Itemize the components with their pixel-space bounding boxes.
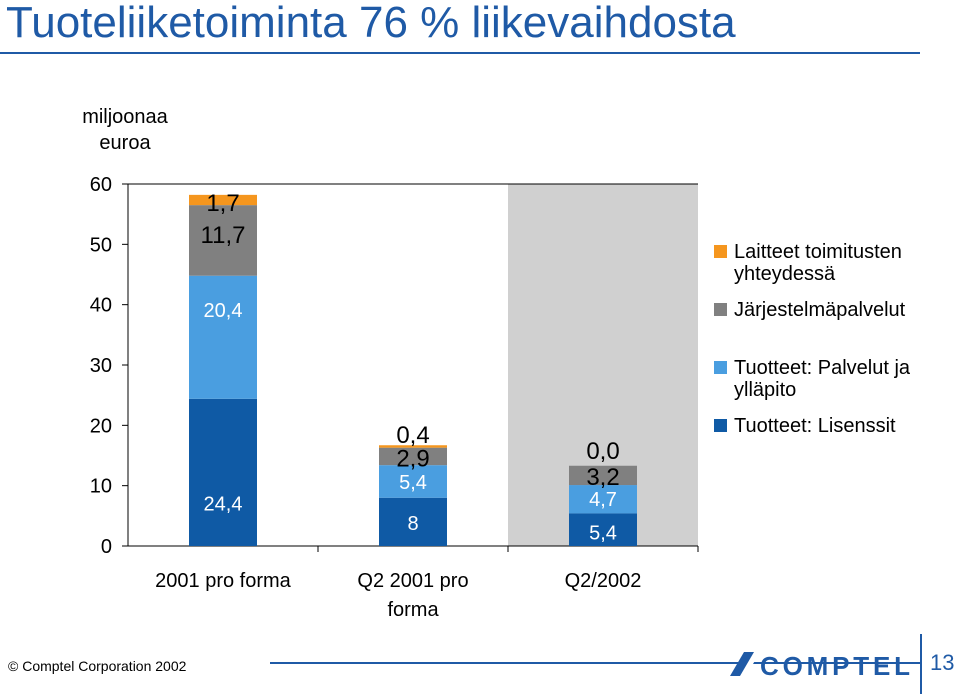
legend-label: Tuotteet: Palvelut ja ylläpito [734,357,911,401]
bar-segment [379,465,447,498]
bar-segment [189,194,257,206]
bar-segment [569,513,637,546]
stacked-bar-chart: 0 10 20 30 40 50 60 24,4 20,4 11,7 1,7 2001 pro for… [90,174,699,621]
page-number: 13 [930,650,955,675]
y-tick-label: 20 [90,415,112,437]
legend-swatch [714,303,727,316]
bar-segment [189,398,257,546]
bar-segment [569,485,637,514]
bar-segment [189,205,257,276]
bar-segment [189,275,257,399]
legend-swatch [714,419,727,432]
y-tick-label: 30 [90,355,112,377]
data-label: 24,4 [204,493,243,515]
copyright-text: © Comptel Corporation 2002 [8,658,187,674]
legend-label: Laitteet toimitusten yhteydessä [734,241,902,285]
title-divider [0,52,920,54]
legend-swatch [714,245,727,258]
y-tick-label: 0 [101,536,112,558]
data-label: 1,7 [206,190,239,217]
x-category-label: Q2 2001 pro [357,570,468,592]
y-tick-label: 60 [90,174,112,196]
bar-segment [379,445,447,448]
data-label: 20,4 [204,300,243,322]
data-label: 5,4 [399,472,427,494]
x-category-label: forma [387,599,439,621]
bar-segment [379,497,447,546]
legend-swatch [714,361,727,374]
comptel-logo-icon: COMPTEL [730,651,910,678]
y-tick-label: 50 [90,234,112,256]
legend-label: Tuotteet: Lisenssit [734,415,896,437]
data-label: 2,9 [396,446,429,473]
y-tick-label: 10 [90,476,112,498]
logo-wordmark: COMPTEL [760,651,910,678]
y-tick-label: 40 [90,295,112,317]
page-number-divider [920,634,922,694]
legend-label: Järjestelmäpalvelut [734,299,906,321]
bar-segment [379,447,447,466]
footer-divider [270,662,920,664]
y-axis-label: miljoonaa euroa [82,106,168,154]
x-category-label: Q2/2002 [565,570,642,592]
data-label: 0,0 [586,438,619,465]
data-label: 0,4 [396,422,429,449]
data-label: 11,7 [201,222,246,249]
data-label: 5,4 [589,522,617,544]
page-title: Tuoteliiketoiminta 76 % liikevaihdosta [6,0,736,47]
x-category-label: 2001 pro forma [155,570,292,592]
bar-segment [569,465,637,486]
data-label: 8 [407,513,418,535]
data-label: 4,7 [589,489,617,511]
data-label: 3,2 [586,464,619,491]
